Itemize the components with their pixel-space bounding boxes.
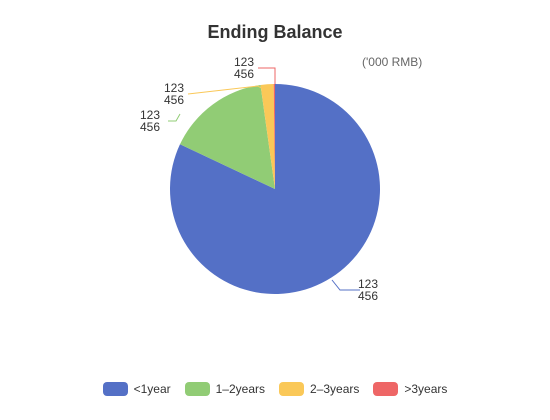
legend-swatch: [184, 382, 210, 396]
chart-title: Ending Balance: [207, 22, 343, 42]
slice-data-label-1-line-0: 123: [140, 108, 160, 122]
slice-data-label-3-line-1: 456: [234, 67, 254, 81]
label-leader-line-3: [258, 67, 276, 84]
legend-item-2[interactable]: 2–3years: [279, 382, 359, 396]
slice-data-label-2-line-1: 456: [164, 93, 184, 107]
legend-label: >3years: [404, 382, 448, 396]
slice-data-label-1-line-1: 456: [140, 120, 160, 134]
slice-data-label-3-line-0: 123: [234, 55, 254, 69]
pie-slice-3[interactable]: [273, 84, 275, 189]
slice-data-label-2-line-0: 123: [164, 81, 184, 95]
legend: <1year 1–2years 2–3years >3years: [0, 382, 550, 396]
label-leader-line-1: [168, 113, 181, 122]
legend-label: <1year: [133, 382, 171, 396]
legend-item-1[interactable]: 1–2years: [184, 382, 265, 396]
label-leader-line-0: [331, 279, 360, 291]
legend-item-3[interactable]: >3years: [373, 382, 447, 396]
legend-label: 2–3years: [310, 382, 360, 396]
unit-label: ('000 RMB): [362, 55, 423, 69]
legend-item-0[interactable]: <1year: [102, 382, 171, 396]
slice-data-label-0-line-0: 123: [358, 277, 378, 291]
legend-label: 1–2years: [215, 382, 265, 396]
slice-data-label-0-line-1: 456: [358, 289, 378, 303]
legend-swatch: [373, 382, 399, 396]
legend-swatch: [102, 382, 128, 396]
label-leader-line-2: [187, 85, 262, 95]
legend-swatch: [279, 382, 304, 396]
pie-slice-2[interactable]: [260, 84, 275, 189]
pie-slice-0[interactable]: [170, 84, 380, 295]
pie-slice-1[interactable]: [179, 85, 275, 189]
